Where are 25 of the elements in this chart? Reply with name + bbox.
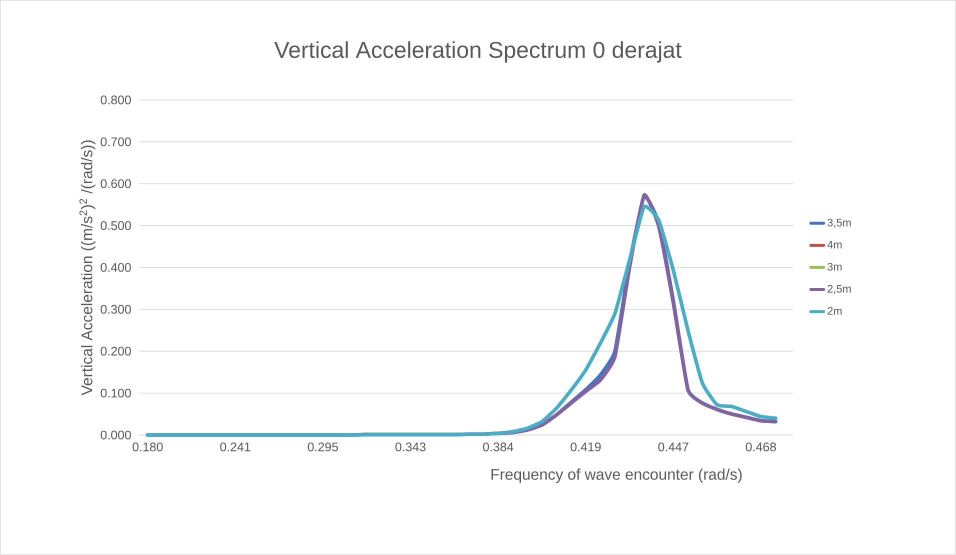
y-tick-label: 0.800 xyxy=(100,96,131,104)
y-tick-label: 0.100 xyxy=(100,388,131,398)
y-tick-label: 0.500 xyxy=(100,221,131,230)
y-tick-label: 0.000 xyxy=(100,430,131,440)
y-tick-label: 0.700 xyxy=(100,137,131,146)
legend-label: 2m xyxy=(828,307,842,315)
y-tick-label: 0.300 xyxy=(100,304,131,314)
y-tick-label: 0.400 xyxy=(100,263,131,272)
y-axis-title: Vertical Acceleration ((m/s$^{2}$)$^{2}$ /(rad/s)) xyxy=(79,140,96,396)
x-tick-label: 0.241 xyxy=(220,442,250,452)
x-tick-label: 0.468 xyxy=(746,442,776,452)
x-tick-label: 0.295 xyxy=(308,442,338,452)
y-tick-label: 0.600 xyxy=(100,179,131,188)
legend-label: 3m xyxy=(828,262,842,271)
legend-label: 3,5m xyxy=(828,218,851,228)
x-tick-label: 0.419 xyxy=(570,442,601,452)
x-tick-label: 0.343 xyxy=(395,442,426,452)
x-tick-label: 0.180 xyxy=(132,442,163,452)
y-tick-label: 0.200 xyxy=(100,346,131,356)
x-tick-label: 0.447 xyxy=(658,442,688,452)
legend-label: 2,5m xyxy=(828,284,851,294)
legend-label: 4m xyxy=(827,240,842,248)
x-tick-label: 0.384 xyxy=(483,442,514,452)
x-axis-title: Frequency of wave encounter (rad/s) xyxy=(492,468,742,483)
chart-title: Vertical Acceleration Spectrum 0 derajat xyxy=(274,41,682,63)
